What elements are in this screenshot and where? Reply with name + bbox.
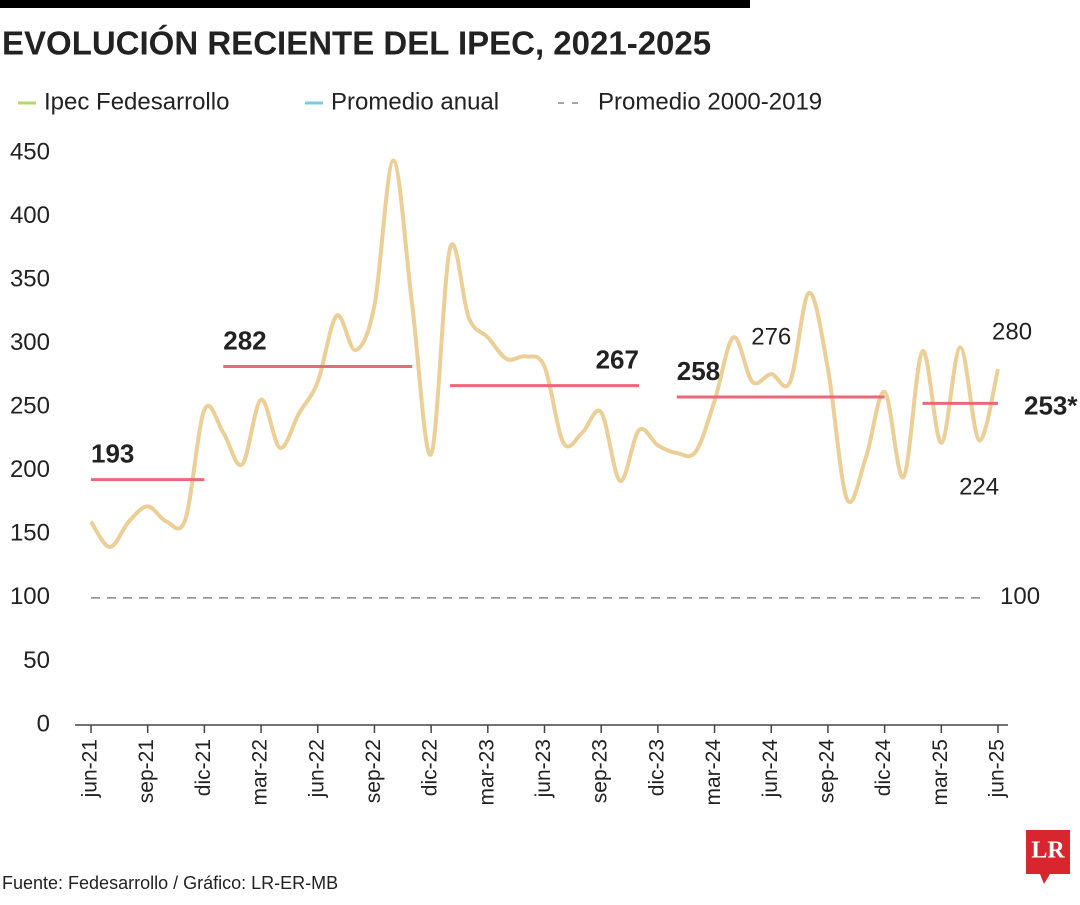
x-tick-label: mar-23 — [475, 739, 498, 806]
y-tick-label: 350 — [10, 265, 50, 292]
x-tick-label: jun-25 — [986, 739, 1009, 798]
x-tick-label: sep-24 — [815, 739, 838, 804]
x-tick-label: jun-24 — [759, 739, 782, 799]
x-tick-label: mar-22 — [249, 739, 272, 806]
y-tick-label: 100 — [10, 583, 50, 610]
x-tick-label: mar-24 — [702, 739, 725, 806]
legend-label: Promedio anual — [331, 88, 499, 115]
legend-label: Promedio 2000-2019 — [598, 88, 822, 115]
y-tick-label: 200 — [10, 456, 50, 483]
y-tick-label: 0 — [37, 710, 50, 737]
average-label: 267 — [596, 344, 639, 374]
x-tick-label: dic-21 — [192, 739, 215, 796]
x-tick-label: mar-25 — [929, 739, 952, 806]
ipec-line — [89, 158, 1000, 550]
average-label: 253* — [1024, 390, 1078, 420]
x-tick-label: dic-22 — [419, 739, 442, 796]
y-tick-label: 50 — [23, 647, 50, 674]
x-tick-label: jun-23 — [532, 739, 555, 798]
average-label: 282 — [223, 325, 266, 355]
top-bar — [0, 0, 750, 8]
x-tick-label: jun-22 — [305, 739, 328, 798]
chart-title: EVOLUCIÓN RECIENTE DEL IPEC, 2021-2025 — [2, 25, 711, 62]
data-label: 224 — [959, 474, 999, 501]
x-tick-label: dic-24 — [872, 739, 895, 797]
data-label: 276 — [751, 324, 791, 351]
average-label: 258 — [677, 356, 720, 386]
y-tick-label: 250 — [10, 393, 50, 420]
data-label: 280 — [992, 318, 1032, 345]
y-tick-label: 400 — [10, 202, 50, 229]
y-tick-label: 300 — [10, 329, 50, 356]
x-tick-label: dic-23 — [645, 739, 668, 796]
x-tick-label: jun-21 — [79, 739, 102, 798]
x-tick-label: sep-23 — [589, 739, 612, 803]
reference-label: 100 — [1000, 583, 1040, 610]
average-label: 193 — [91, 439, 134, 469]
y-tick-label: 450 — [10, 138, 50, 165]
x-tick-label: sep-22 — [362, 739, 385, 803]
logo: LR — [1031, 838, 1065, 864]
logo-badge — [1026, 830, 1070, 884]
y-tick-label: 150 — [10, 520, 50, 547]
x-tick-label: sep-21 — [135, 739, 158, 803]
source: Fuente: Fedesarrollo / Gráfico: LR-ER-MB — [2, 873, 338, 893]
legend-label: Ipec Fedesarrollo — [44, 88, 229, 115]
